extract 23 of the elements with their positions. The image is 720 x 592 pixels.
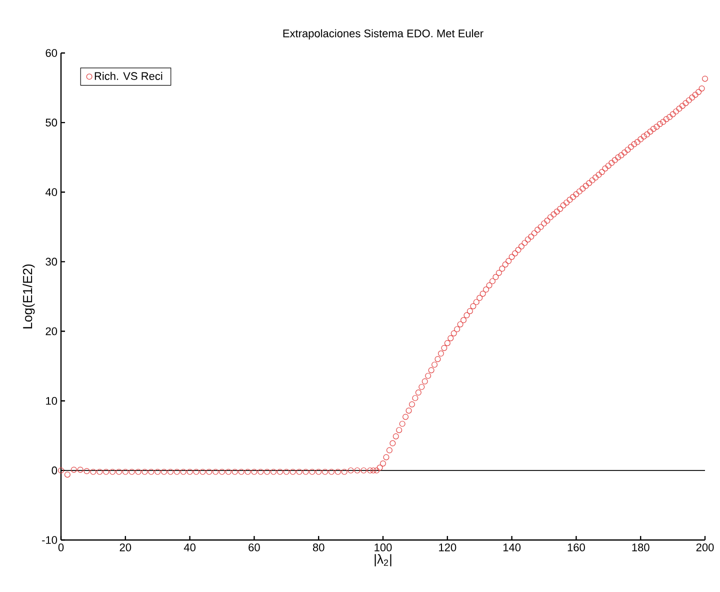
x-tick-label: 60: [248, 544, 260, 552]
x-tick-label: 40: [184, 544, 196, 552]
y-tick-label: 0: [52, 466, 58, 474]
y-tick-label: 20: [46, 327, 58, 336]
x-tick-label: 80: [312, 544, 324, 552]
y-tick-label: 60: [46, 49, 58, 57]
x-tick-label: 100: [374, 544, 392, 552]
chart-title: Extrapolaciones Sistema EDO. Met Euler: [283, 29, 484, 40]
x-axis-title: |λ$_{2}$|: [374, 554, 392, 566]
y-axis-title: Log(E1/E2): [22, 264, 35, 328]
y-tick-label: 40: [45, 188, 58, 196]
y-tick-label: 10: [46, 396, 58, 405]
x-tick-label: 0: [58, 544, 64, 552]
x-tick-label: 180: [632, 544, 650, 552]
y-tick-label: 50: [46, 118, 58, 126]
x-tick-label: 160: [568, 544, 585, 552]
y-tick-label: 30: [46, 258, 58, 266]
x-tick-label: 200: [696, 544, 714, 552]
x-tick-label: 20: [120, 544, 132, 552]
x-tick-label: 140: [503, 544, 521, 552]
y-tick-label: -10: [42, 536, 58, 544]
x-tick-label: 120: [439, 544, 456, 552]
legend-label: Rich. VS Reci: [94, 72, 162, 80]
